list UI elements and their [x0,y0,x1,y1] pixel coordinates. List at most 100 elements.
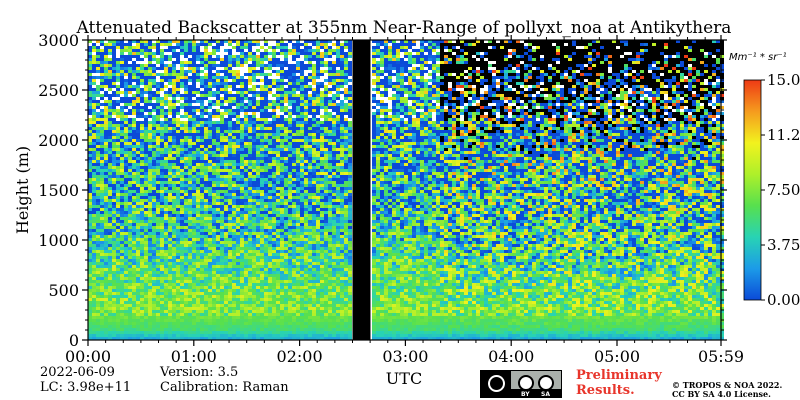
heatmap-cell [168,100,172,103]
heatmap-cell [380,121,384,124]
heatmap-cell [164,94,168,97]
heatmap-cell [100,67,104,70]
heatmap-cell [280,112,284,115]
heatmap-cell [680,85,684,88]
heatmap-cell [272,121,276,124]
heatmap-cell [556,94,560,97]
heatmap-cell [200,109,204,112]
heatmap-cell [564,91,568,94]
heatmap-cell [152,67,156,70]
heatmap-cell [316,79,320,82]
heatmap-cell [240,73,244,76]
heatmap-cell [172,109,176,112]
heatmap-cell [568,49,572,52]
heatmap-cell [536,115,540,118]
heatmap-cell [128,40,132,43]
heatmap-cell [236,91,240,94]
heatmap-cell [96,103,100,106]
heatmap-cell [572,133,576,136]
heatmap-cell [100,40,104,43]
heatmap-cell [204,43,208,46]
heatmap-cell [124,73,128,76]
heatmap-cell [624,40,628,43]
heatmap-cell [212,58,216,61]
heatmap-cell [152,118,156,121]
heatmap-cell [112,130,116,133]
heatmap-cell [192,79,196,82]
heatmap-cell [612,100,616,103]
heatmap-cell [460,112,464,115]
heatmap-cell [520,64,524,67]
heatmap-cell [212,70,216,73]
heatmap-cell [660,55,664,58]
heatmap-cell [604,91,608,94]
heatmap-cell [316,94,320,97]
heatmap-cell [384,67,388,70]
heatmap-cell [656,109,660,112]
heatmap-cell [612,46,616,49]
heatmap-cell [664,88,668,91]
heatmap-cell [188,112,192,115]
heatmap-cell [696,121,700,124]
heatmap-cell [592,106,596,109]
heatmap-cell [324,49,328,52]
heatmap-cell [584,64,588,67]
heatmap-cell [136,61,140,64]
heatmap-cell [652,94,656,97]
heatmap-cell [160,46,164,49]
heatmap-cell [548,52,552,55]
heatmap-cell [548,73,552,76]
heatmap-cell [516,118,520,121]
heatmap-cell [480,67,484,70]
heatmap-cell [492,88,496,91]
heatmap-cell [720,112,724,115]
heatmap-cell [376,100,380,103]
heatmap-cell [608,88,612,91]
heatmap-cell [516,76,520,79]
heatmap-cell [408,133,412,136]
heatmap-cell [400,94,404,97]
heatmap-cell [692,49,696,52]
heatmap-cell [620,133,624,136]
heatmap-cell [328,61,332,64]
heatmap-cell [280,136,284,139]
heatmap-cell [492,94,496,97]
heatmap-cell [380,67,384,70]
heatmap-cell [444,91,448,94]
heatmap-cell [260,112,264,115]
heatmap-cell [344,133,348,136]
heatmap-cell [292,67,296,70]
heatmap-cell [720,67,724,70]
heatmap-cell [436,70,440,73]
heatmap-cell [240,43,244,46]
heatmap-cell [332,73,336,76]
heatmap-cell [528,100,532,103]
heatmap-cell [560,52,564,55]
heatmap-cell [100,46,104,49]
heatmap-cell [712,121,716,124]
heatmap-cell [544,55,548,58]
heatmap-cell [712,118,716,121]
heatmap-cell [600,79,604,82]
heatmap-cell [104,118,108,121]
heatmap-cell [556,91,560,94]
heatmap-cell [156,40,160,43]
heatmap-cell [460,88,464,91]
heatmap-cell [192,58,196,61]
heatmap-cell [388,106,392,109]
heatmap-cell [420,109,424,112]
heatmap-cell [404,94,408,97]
heatmap-cell [116,88,120,91]
heatmap-cell [516,127,520,130]
heatmap-cell [644,133,648,136]
heatmap-cell [628,94,632,97]
heatmap-cell [412,97,416,100]
heatmap-cell [176,91,180,94]
heatmap-cell [196,85,200,88]
heatmap-cell [660,130,664,133]
heatmap-cell [260,67,264,70]
heatmap-cell [488,118,492,121]
heatmap-cell [104,43,108,46]
heatmap-cell [104,130,108,133]
heatmap-cell [344,43,348,46]
